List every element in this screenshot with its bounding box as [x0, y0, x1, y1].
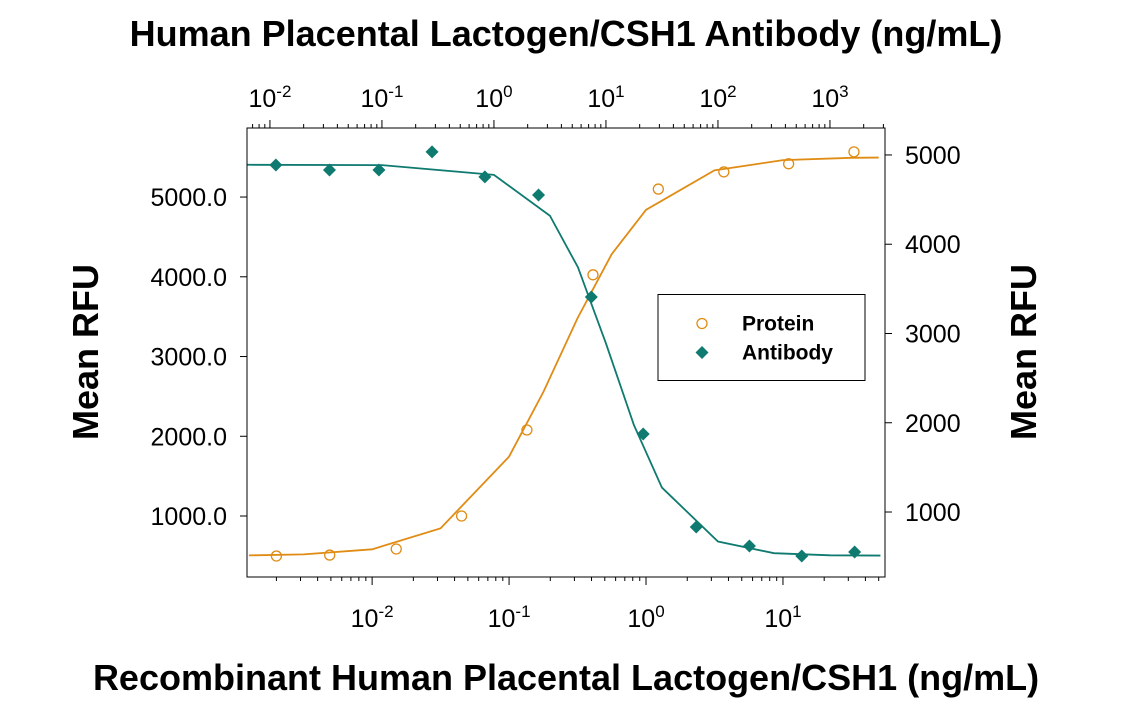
diamond-marker [425, 145, 439, 159]
circle-marker [696, 317, 708, 330]
fit-curve [248, 156, 879, 557]
circle-marker [782, 158, 795, 170]
plot-frame [246, 127, 886, 578]
y2-tick-label: 1000 [905, 499, 961, 527]
diamond-marker [584, 290, 598, 304]
y-tick-label: 5000.0 [151, 184, 227, 212]
y2-axis-title: Mean RFU [1003, 264, 1044, 440]
circle-marker [270, 550, 283, 562]
circle-marker [587, 269, 599, 281]
circle-marker [848, 146, 860, 158]
y-tick-label: 4000.0 [151, 264, 227, 292]
x2-tick-label: 101 [587, 82, 624, 113]
y-tick-label: 1000.0 [151, 503, 227, 531]
x2-tick-label: 10-2 [248, 82, 291, 113]
circle-marker [324, 549, 336, 561]
x2-tick-label: 102 [699, 82, 736, 113]
x2-axis-title: Human Placental Lactogen/CSH1 Antibody (… [130, 13, 1003, 54]
diamond-marker [372, 163, 386, 177]
x2-tick-label: 100 [475, 82, 512, 113]
diamond-marker [742, 539, 756, 553]
x2-tick-label: 103 [811, 82, 848, 113]
y2-tick-label: 2000 [905, 410, 961, 438]
circle-marker [718, 166, 730, 178]
diamond-marker [636, 427, 650, 441]
legend-box [657, 294, 866, 381]
y-axis-title: Mean RFU [65, 264, 106, 440]
legend-label: Protein [742, 313, 814, 336]
y2-tick-label: 4000 [905, 231, 961, 259]
x-tick-label: 10-2 [351, 602, 394, 633]
x-tick-label: 10-1 [488, 602, 531, 633]
circle-marker [652, 183, 664, 195]
fit-curve [247, 163, 881, 557]
circle-marker [521, 424, 533, 436]
y-tick-label: 3000.0 [151, 344, 227, 372]
diamond-marker [478, 170, 492, 184]
x-axis-title: Recombinant Human Placental Lactogen/CSH… [93, 657, 1039, 698]
diamond-marker [689, 520, 703, 534]
y-tick-label: 2000.0 [151, 423, 227, 451]
diamond-marker [322, 163, 336, 177]
diamond-marker [532, 188, 546, 202]
x-tick-label: 101 [764, 602, 801, 633]
circle-marker [455, 510, 468, 522]
diamond-marker [848, 545, 862, 559]
legend: Protein Antibody [657, 294, 866, 381]
diamond-marker [269, 158, 283, 172]
circle-marker [390, 543, 402, 555]
x-tick-label: 100 [627, 602, 664, 633]
y2-tick-label: 5000 [905, 142, 961, 170]
diamond-marker [695, 346, 709, 359]
x2-tick-label: 10-1 [360, 82, 403, 113]
diamond-marker [795, 549, 809, 563]
y2-tick-label: 3000 [905, 320, 961, 348]
legend-label: Antibody [742, 342, 833, 365]
